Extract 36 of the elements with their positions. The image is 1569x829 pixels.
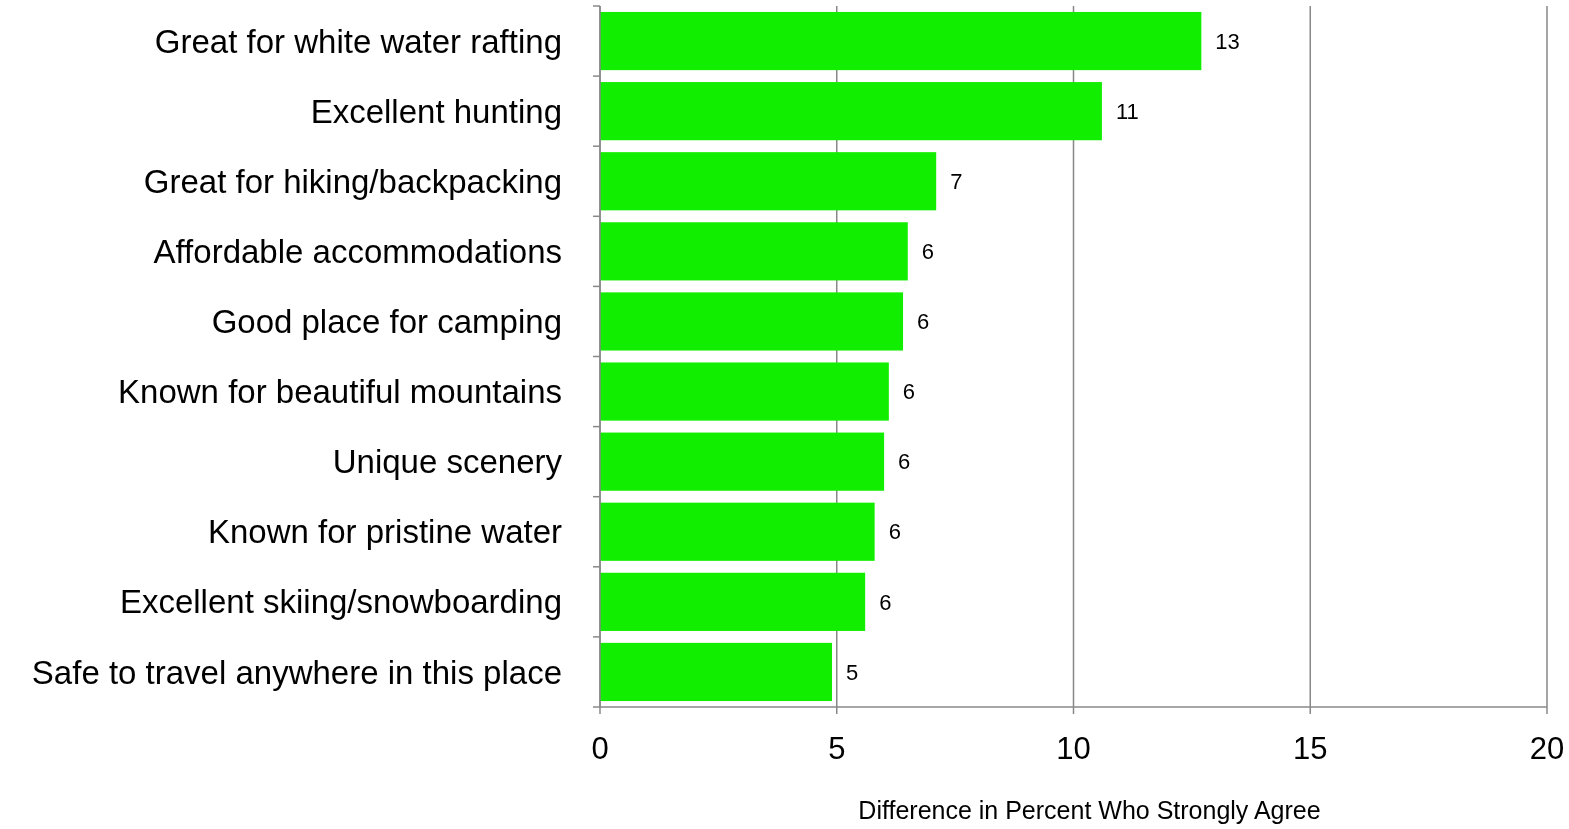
data-label: 13 — [1215, 28, 1240, 54]
bar — [600, 502, 875, 561]
bar — [600, 642, 833, 702]
bar — [600, 432, 885, 491]
bar — [600, 222, 908, 281]
data-label: 6 — [879, 589, 892, 615]
data-label: 6 — [888, 519, 901, 545]
y-tick-label: Excellent hunting — [310, 92, 562, 130]
x-tick-label: 10 — [1056, 731, 1091, 766]
data-label: 6 — [917, 309, 930, 335]
y-tick-label: Affordable accommodations — [153, 232, 562, 270]
x-tick-label: 15 — [1293, 731, 1328, 766]
y-tick-label: Unique scenery — [332, 443, 563, 481]
data-label: 11 — [1115, 98, 1139, 124]
y-tick-label: Safe to travel anywhere in this place — [31, 653, 562, 691]
y-tick-label: Known for beautiful mountains — [118, 373, 562, 411]
y-tick-label: Known for pristine water — [208, 513, 562, 551]
data-label: 7 — [950, 168, 963, 194]
x-axis-title: Difference in Percent Who Strongly Agree — [858, 796, 1321, 824]
y-tick-label: Good place for camping — [211, 303, 562, 340]
data-label: 6 — [921, 239, 935, 265]
y-tick-label: Excellent skiing/snowboarding — [119, 583, 562, 621]
x-tick-label: 20 — [1529, 731, 1565, 766]
bar — [600, 362, 889, 421]
bar — [600, 572, 866, 631]
bar — [600, 11, 1202, 71]
bar — [600, 82, 1102, 141]
x-tick-label: 0 — [591, 731, 609, 766]
bar — [600, 152, 937, 211]
y-tick-label: Great for white water rafting — [154, 22, 562, 60]
y-tick-label: Great for hiking/backpacking — [143, 162, 562, 200]
x-tick-label: 5 — [828, 731, 846, 766]
data-label: 6 — [902, 379, 916, 405]
data-label: 6 — [898, 449, 911, 475]
data-label: 5 — [846, 659, 859, 685]
bar — [600, 292, 904, 351]
